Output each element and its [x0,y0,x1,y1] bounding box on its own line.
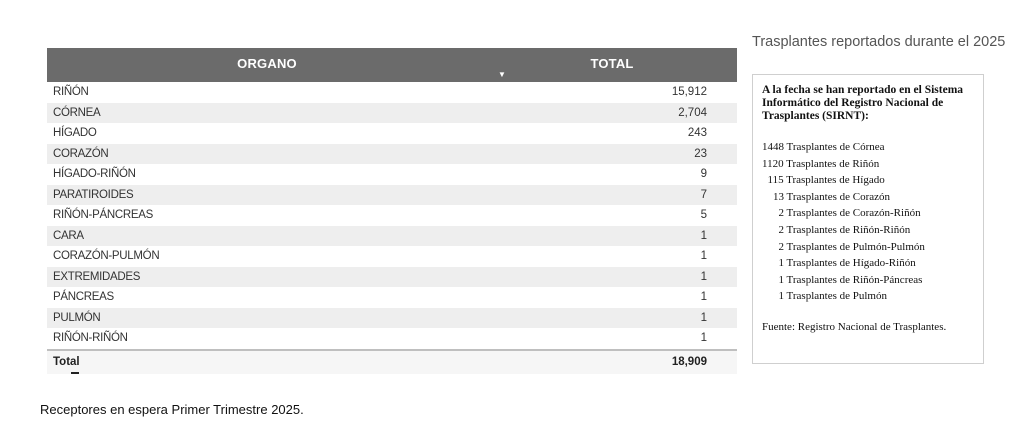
organ-name: PARATIROIDES [53,188,134,201]
organ-total: 1 [700,291,707,303]
organ-total: 9 [700,168,707,180]
report-item: 115 Trasplantes de Hígado [767,174,885,187]
table-row[interactable]: PÁNCREAS 1 [47,287,737,308]
organ-total: 5 [700,209,707,221]
organ-name: PÁNCREAS [53,291,114,303]
sort-descending-icon[interactable]: ▼ [498,70,506,79]
table-row[interactable]: RIÑÓN-RIÑÓN 1 [47,328,737,349]
table-total-row: Total 18,909 [47,348,737,374]
table-header: ORGANO TOTAL ▼ [47,48,737,82]
report-item: 2 Trasplantes de Corazón-Riñón [778,207,921,220]
organ-total: 1 [700,250,707,262]
organ-name: HÍGADO-RIÑÓN [53,168,136,180]
organ-name: RIÑÓN [53,86,89,98]
report-item: 13 Trasplantes de Corazón [773,190,891,203]
transplants-report-box: A la fecha se han reportado en el Sistem… [752,74,984,364]
table-row[interactable]: CORAZÓN 23 [47,143,737,164]
total-value: 18,909 [671,355,707,368]
organ-total: 1 [700,332,707,344]
table-row[interactable]: CÓRNEA 2,704 [47,102,737,123]
report-list: 1448 Trasplantes de Córnea 1120 Trasplant… [753,139,985,305]
table-row[interactable]: PULMÓN 1 [47,307,737,328]
column-header-organo[interactable]: ORGANO [237,56,297,71]
organ-name: RIÑÓN-PÁNCREAS [53,209,153,221]
report-heading: A la fecha se han reportado en el Sistem… [762,84,964,122]
organ-name: CORAZÓN-PULMÓN [53,250,160,262]
organ-total: 1 [700,311,707,324]
organ-name: PULMÓN [53,311,101,324]
organ-name: CORAZÓN [53,147,109,160]
report-item: 1120 Trasplantes de Riñón [762,157,880,170]
table-body: RIÑÓN 15,912 CÓRNEA 2,704 HÍGADO 243 CORAZÓN 23… [47,82,737,349]
report-source: Fuente: Registro Nacional de Trasplantes… [762,321,947,333]
organ-name: CARA [53,229,84,242]
report-item: 1 Trasplantes de Pulmón [778,290,887,303]
total-label: Total [53,355,80,368]
table-row[interactable]: CORAZÓN-PULMÓN 1 [47,246,737,267]
report-item: 1 Trasplantes de Riñón-Páncreas [778,273,923,286]
table-row[interactable]: RIÑÓN 15,912 [47,82,737,103]
organ-total: 2,704 [678,106,707,119]
organ-total: 1 [700,229,707,242]
report-item: 1 Trasplantes de Hígado-Riñón [778,257,916,270]
organ-total: 243 [687,127,707,139]
table-row[interactable]: HÍGADO 243 [47,123,737,144]
table-row[interactable]: RIÑÓN-PÁNCREAS 5 [47,205,737,226]
table-footer-marker [71,371,79,374]
organ-name: HÍGADO [53,127,97,139]
organ-total: 7 [700,188,707,201]
organ-total: 1 [700,270,707,283]
table-row[interactable]: HÍGADO-RIÑÓN 9 [47,164,737,185]
report-item: 2 Trasplantes de Pulmón-Pulmón [778,240,925,253]
organ-total: 23 [694,147,707,160]
organ-name: EXTREMIDADES [53,270,141,283]
organ-name: CÓRNEA [53,106,101,119]
organ-total: 15,912 [671,86,707,98]
column-header-total[interactable]: TOTAL [590,56,634,71]
organ-name: RIÑÓN-RIÑÓN [53,332,128,344]
organ-totals-table: ORGANO TOTAL ▼ RIÑÓN 15,912 CÓRNEA 2,704 HÍG… [47,48,737,374]
report-item: 1448 Trasplantes de Córnea [762,141,885,153]
table-row[interactable]: PARATIROIDES 7 [47,184,737,205]
table-row[interactable]: EXTREMIDADES 1 [47,266,737,287]
info-panel-title: Trasplantes reportados durante el 2025 [752,34,1006,50]
waiting-recipients-caption: Receptores en espera Primer Trimestre 20… [40,402,304,417]
report-item: 2 Trasplantes de Riñón-Riñón [778,223,911,236]
table-row[interactable]: CARA 1 [47,225,737,246]
